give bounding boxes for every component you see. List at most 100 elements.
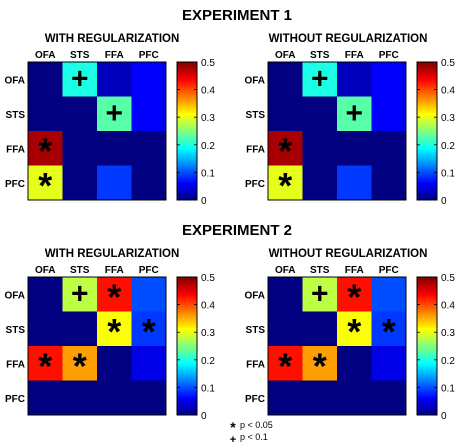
colorbar-segment xyxy=(177,281,197,285)
colorbar-segment xyxy=(417,144,437,148)
heatmap-panel-exp2-without-regularization: WITHOUT REGULARIZATION + ** ** *OFA STS FFA PF… xyxy=(244,248,455,422)
colorbar-segment xyxy=(417,318,437,322)
colorbar-segment xyxy=(417,369,437,372)
colorbar-segment xyxy=(417,359,437,363)
colorbar-segment xyxy=(177,311,197,315)
column-label-ofa: OFA xyxy=(275,265,296,276)
colorbar-segment xyxy=(417,408,437,411)
colorbar-segment xyxy=(177,73,197,77)
heatmap-cell-pfc-sts xyxy=(62,380,98,416)
colorbar-segment xyxy=(177,313,197,317)
colorbar-segment xyxy=(177,142,197,146)
significance-star-marker: * xyxy=(38,345,52,386)
column-label-ofa: OFA xyxy=(275,50,296,61)
heatmap-cell-ofa-ofa xyxy=(268,277,303,312)
heatmap-cell-pfc-ffa xyxy=(97,380,132,416)
colorbar-segment xyxy=(417,346,437,349)
colorbar-segment xyxy=(177,293,197,296)
colorbar-segment xyxy=(177,288,197,292)
colorbar-segment xyxy=(417,332,437,335)
column-label-ffa: FFA xyxy=(105,50,124,61)
colorbar-segment xyxy=(417,94,437,97)
row-label-pfc: PFC xyxy=(245,179,265,190)
colorbar-segment xyxy=(417,302,437,305)
colorbar-tick-label: 0.1 xyxy=(441,168,455,179)
legend-plus-symbol: + xyxy=(230,434,236,446)
colorbar-segment xyxy=(177,177,197,180)
column-label-ffa: FFA xyxy=(345,50,364,61)
colorbar-segment xyxy=(417,147,437,150)
heatmap-cell-sts-sts xyxy=(302,311,338,347)
colorbar-segment xyxy=(177,320,197,324)
colorbar-segment xyxy=(177,378,197,381)
row-label-sts: STS xyxy=(6,110,26,121)
colorbar-segment xyxy=(177,108,197,111)
colorbar-segment xyxy=(177,101,197,104)
colorbar-segment xyxy=(177,290,197,294)
colorbar-segment xyxy=(177,332,197,335)
colorbar-segment xyxy=(177,364,197,368)
colorbar-segment xyxy=(177,392,197,395)
colorbar-segment xyxy=(417,403,437,407)
colorbar-segment xyxy=(417,304,437,308)
heatmap-cell-ofa-sts xyxy=(302,62,338,97)
panel-title: WITH REGULARIZATION xyxy=(45,33,180,45)
heatmap-cell-sts-ofa xyxy=(268,311,303,347)
colorbar-segment xyxy=(177,151,197,155)
heatmap-frame xyxy=(267,61,407,201)
colorbar-segment xyxy=(177,304,197,308)
significance-star-marker: * xyxy=(73,345,87,386)
legend-star-label: p < 0.05 xyxy=(240,420,273,430)
colorbar-segment xyxy=(417,339,437,342)
colorbar-segment xyxy=(417,341,437,345)
colorbar-segment xyxy=(177,371,197,374)
colorbar-segment xyxy=(177,103,197,107)
colorbar-segment xyxy=(177,170,197,173)
colorbar-segment xyxy=(417,373,437,377)
significance-plus-marker: + xyxy=(345,97,363,130)
row-label-ffa: FFA xyxy=(6,359,25,370)
colorbar-segment xyxy=(177,339,197,342)
colorbar-segment xyxy=(417,396,437,400)
significance-star-marker: * xyxy=(382,311,396,352)
colorbar-tick-label: 0 xyxy=(441,411,447,422)
colorbar-tick-label: 0.3 xyxy=(201,328,215,339)
colorbar-segment xyxy=(177,193,197,196)
heatmap-cell-ofa-ffa xyxy=(97,277,132,312)
column-label-sts: STS xyxy=(310,265,330,276)
colorbar-segment xyxy=(177,286,197,289)
colorbar-frame xyxy=(176,276,198,416)
colorbar-segment xyxy=(417,286,437,289)
colorbar-segment xyxy=(417,313,437,317)
colorbar-segment xyxy=(417,167,437,171)
colorbar-segment xyxy=(177,380,197,384)
colorbar-segment xyxy=(177,408,197,411)
colorbar-segment xyxy=(417,177,437,180)
colorbar-segment xyxy=(177,389,197,393)
colorbar-segment xyxy=(177,343,197,347)
colorbar-segment xyxy=(417,348,437,351)
colorbar-segment xyxy=(417,364,437,368)
colorbar-segment xyxy=(177,323,197,326)
colorbar-segment xyxy=(417,128,437,132)
colorbar-segment xyxy=(177,78,197,81)
colorbar-segment xyxy=(177,181,197,185)
legend-star-symbol: * xyxy=(230,419,236,435)
colorbar-segment xyxy=(417,323,437,326)
colorbar-segment xyxy=(177,359,197,363)
colorbar-segment xyxy=(417,78,437,81)
colorbar-segment xyxy=(417,110,437,113)
heatmap-cell-ffa-sts xyxy=(62,346,98,381)
colorbar-segment xyxy=(177,334,197,338)
colorbar-segment xyxy=(177,131,197,134)
colorbar-segment xyxy=(417,295,437,299)
colorbar-tick-label: 0.1 xyxy=(201,168,215,179)
colorbar-tick-label: 0.3 xyxy=(441,113,455,124)
heatmap-cell-ffa-pfc xyxy=(371,346,407,381)
colorbar-segment xyxy=(417,71,437,74)
colorbar-segment xyxy=(417,165,437,169)
heatmap-cell-sts-sts xyxy=(62,311,98,347)
colorbar-segment xyxy=(177,366,197,370)
heatmap-cell-pfc-ffa xyxy=(337,380,372,416)
colorbar-segment xyxy=(417,151,437,155)
